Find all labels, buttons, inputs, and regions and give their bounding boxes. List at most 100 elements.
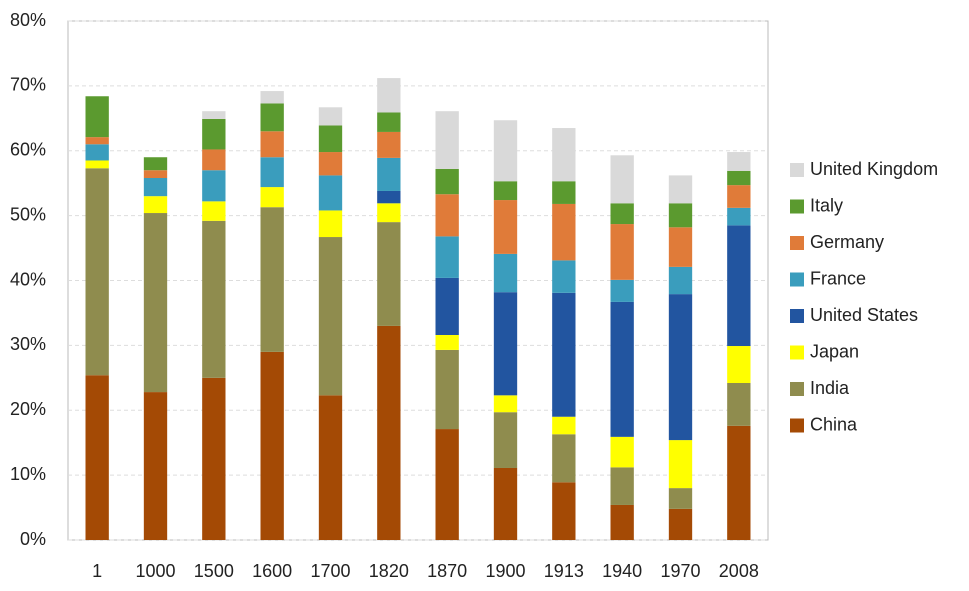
- bar-segment: [668, 508, 693, 540]
- legend-swatch: [790, 199, 804, 214]
- bar-segment: [377, 131, 401, 158]
- bar-segment: [377, 157, 401, 191]
- legend-swatch: [790, 345, 804, 360]
- bar-segment: [727, 170, 751, 186]
- x-tick-label: 2008: [719, 561, 759, 581]
- bar-segment: [727, 383, 751, 426]
- legend-label: Japan: [810, 341, 859, 361]
- bar-segment: [668, 488, 693, 509]
- bar-segment: [493, 292, 518, 396]
- bar-segment: [610, 467, 634, 505]
- y-tick-label: 40%: [10, 269, 46, 289]
- x-tick-label: 1500: [194, 561, 234, 581]
- y-tick-label: 80%: [10, 10, 46, 30]
- bar-segment: [435, 236, 459, 278]
- bar-segment: [318, 107, 343, 126]
- bar-segment: [552, 128, 576, 182]
- bar-segment: [610, 436, 634, 468]
- bar-segment: [552, 181, 576, 204]
- bar-segment: [377, 78, 401, 113]
- bar-segment: [377, 190, 401, 204]
- y-tick-label: 10%: [10, 464, 46, 484]
- bar-segment: [435, 194, 459, 237]
- bar-segment: [435, 111, 459, 169]
- bar-segment: [202, 149, 226, 171]
- x-tick-label: 1000: [135, 561, 175, 581]
- bar-segment: [377, 325, 401, 540]
- bar-segment: [610, 155, 634, 204]
- x-tick-label: 1900: [485, 561, 525, 581]
- bar-segment: [610, 224, 634, 280]
- legend-label: China: [810, 414, 858, 434]
- bar-segment: [318, 175, 343, 211]
- bar-segment: [610, 301, 634, 437]
- legend-label: United States: [810, 305, 918, 325]
- bar-segment: [202, 170, 226, 202]
- bar-segment: [610, 504, 634, 540]
- bar-segment: [552, 416, 576, 435]
- y-tick-label: 60%: [10, 140, 46, 160]
- bar-segment: [143, 196, 168, 214]
- bar-segment: [668, 266, 693, 295]
- bar-segment: [85, 144, 109, 161]
- bar-segment: [260, 131, 284, 158]
- bar-segment: [143, 170, 168, 178]
- bar-segment: [318, 210, 343, 238]
- x-tick-label: 1600: [252, 561, 292, 581]
- legend-swatch: [790, 309, 804, 323]
- bar-segment: [552, 292, 576, 417]
- bar-segment: [552, 260, 576, 293]
- bar-segment: [202, 220, 226, 378]
- legend-swatch: [790, 236, 804, 250]
- bar-segment: [493, 253, 518, 293]
- bar-segment: [727, 152, 751, 171]
- bar-segment: [493, 467, 518, 540]
- bar-segment: [85, 375, 109, 540]
- bar-segment: [552, 434, 576, 483]
- bar-segment: [727, 207, 751, 226]
- bar-segment: [318, 237, 343, 396]
- bar-segment: [668, 203, 693, 228]
- y-tick-label: 50%: [10, 204, 46, 224]
- bar-segment: [260, 91, 284, 104]
- legend-swatch: [790, 382, 804, 396]
- bar-segment: [435, 168, 459, 195]
- bar-segment: [260, 103, 284, 132]
- bar-segment: [668, 294, 693, 441]
- bar-segment: [668, 440, 693, 489]
- bar-segment: [260, 157, 284, 188]
- x-tick-label: 1970: [660, 561, 700, 581]
- bar-segment: [143, 392, 168, 540]
- legend-label: India: [810, 378, 850, 398]
- bar-segment: [668, 175, 693, 204]
- bar-segment: [202, 111, 226, 119]
- y-tick-label: 0%: [20, 529, 46, 549]
- legend-label: Germany: [810, 232, 884, 252]
- y-tick-label: 70%: [10, 75, 46, 95]
- bar-segment: [435, 349, 459, 430]
- bar-segment: [668, 227, 693, 267]
- bar-segment: [85, 168, 109, 376]
- x-tick-label: 1820: [369, 561, 409, 581]
- bar-segment: [318, 395, 343, 540]
- bar-segment: [493, 200, 518, 254]
- bar-segment: [318, 152, 343, 176]
- legend-swatch: [790, 272, 804, 287]
- x-tick-label: 1913: [544, 561, 584, 581]
- bar-segment: [377, 112, 401, 132]
- legend-swatch: [790, 418, 804, 433]
- bar-segment: [377, 222, 401, 326]
- bar-segment: [202, 201, 226, 221]
- bar-segment: [377, 203, 401, 223]
- y-tick-label: 30%: [10, 334, 46, 354]
- bar-segment: [435, 277, 459, 335]
- legend-label: France: [810, 268, 866, 288]
- bar-segment: [435, 429, 459, 540]
- bar-segment: [493, 120, 518, 182]
- bar-segment: [143, 177, 168, 197]
- x-tick-label: 1940: [602, 561, 642, 581]
- bar-segment: [610, 203, 634, 225]
- bar-segment: [727, 185, 751, 208]
- bar-segment: [493, 181, 518, 201]
